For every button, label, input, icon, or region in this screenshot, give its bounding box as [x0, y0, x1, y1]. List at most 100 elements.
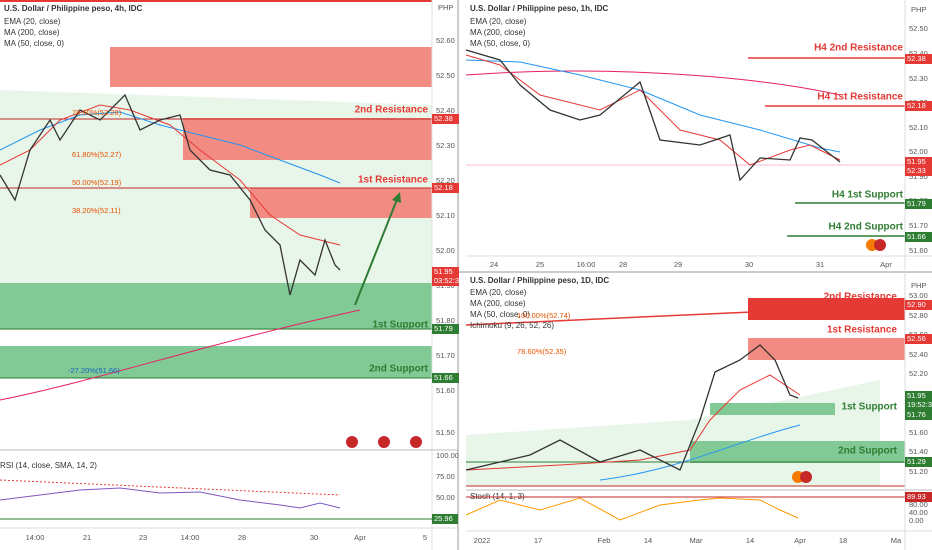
zone-label: H4 2nd Support: [829, 222, 904, 233]
time-axis-label: 14:00: [26, 533, 45, 542]
time-axis-label: 29: [674, 260, 682, 269]
fib-label: 78.60%(52.28): [72, 108, 122, 117]
indicator: MA (200, close): [470, 299, 526, 308]
price-axis-label: 53.00: [909, 291, 928, 300]
rsi-tag: [432, 514, 458, 524]
zone-label: 1st Support: [372, 320, 428, 331]
stoch-axis-label: 0.00: [909, 516, 924, 525]
ma50-line: [0, 111, 341, 184]
price-axis-label: 52.20: [909, 369, 928, 378]
price-tag: [905, 101, 932, 111]
price-axis-label: 52.20: [436, 176, 455, 185]
fib-label: 100.00%(52.74): [517, 311, 571, 320]
price-tag-label: 52.90: [907, 300, 926, 309]
time-axis-label: 28: [619, 260, 627, 269]
price-axis-label: 51.60: [909, 246, 928, 255]
price-tag-label: 51.79: [434, 324, 453, 333]
price-tag: [432, 183, 459, 193]
support-zone: [0, 346, 432, 378]
price-tag: [905, 457, 932, 467]
rsi-title: RSI (14, close, SMA, 14, 2): [0, 461, 97, 470]
price-axis-label: 52.50: [436, 71, 455, 80]
resistance-zone: [748, 338, 905, 360]
stoch-tag-label: 89.93: [907, 492, 926, 501]
price-tag: [905, 334, 932, 344]
price-line: [0, 93, 341, 296]
price-axis-label: 52.40: [909, 49, 928, 58]
trend-line: [465, 304, 906, 326]
bottom-right-panel: U.S. Dollar / Philippine peso, 1D, IDC E…: [465, 272, 932, 550]
time-axis-label: 18: [839, 536, 847, 545]
time-axis-label: 2022: [474, 536, 491, 545]
time-axis-label: 31: [816, 260, 824, 269]
resistance-zone: [250, 188, 432, 218]
zone-label: H4 1st Resistance: [817, 92, 903, 103]
time-axis-label: 16:00: [577, 260, 596, 269]
stoch-axis-label: 80.00: [909, 500, 928, 509]
ma50-line: [599, 424, 801, 481]
zone-label: 1st Resistance: [827, 325, 897, 336]
time-axis-label: 30: [745, 260, 753, 269]
price-tag: [905, 400, 932, 410]
price-tag: [905, 54, 932, 64]
fib-label: 38.20%(52.11): [72, 206, 121, 215]
price-tag: [905, 232, 932, 242]
rsi-axis-label: 100.00: [436, 451, 459, 460]
price-line: [465, 49, 841, 182]
price-tag-label: 52.38: [907, 54, 926, 63]
currency-label: PHP: [911, 5, 926, 14]
zone-label: 1st Resistance: [358, 175, 428, 186]
zone-label: H4 1st Support: [832, 190, 904, 201]
time-axis-label: 17: [534, 536, 542, 545]
indicator: EMA (20, close): [470, 288, 527, 297]
time-axis-label: Ma: [891, 536, 902, 545]
price-tag: [905, 391, 932, 401]
price-tag: [432, 114, 459, 124]
price-tag: [432, 373, 459, 383]
price-tag: [905, 300, 932, 310]
time-axis-label: 14: [644, 536, 652, 545]
price-tag-label: 52.56: [907, 334, 926, 343]
price-axis-label: 52.80: [909, 311, 928, 320]
price-axis-label: 52.10: [909, 123, 928, 132]
price-tag-label: 51.66: [907, 232, 926, 241]
time-axis-label: Mar: [690, 536, 703, 545]
indicator: MA (200, close): [470, 28, 526, 37]
price-axis-label: 51.80: [436, 316, 455, 325]
price-axis-label: 51.20: [909, 467, 928, 476]
time-axis-label: 14: [746, 536, 754, 545]
time-axis-label: 30: [310, 533, 318, 542]
price-tag-label: 51.29: [907, 457, 926, 466]
price-tag-label: 52.18: [434, 183, 453, 192]
price-tag-label: 52.18: [907, 101, 926, 110]
ma200-line: [465, 70, 841, 96]
price-axis-label: 51.50: [436, 428, 455, 437]
indicator: EMA (20, close): [4, 17, 61, 26]
time-axis-label: Feb: [598, 536, 611, 545]
arrow-head: [392, 192, 401, 203]
time-axis-label: 14:00: [181, 533, 200, 542]
rsi-trend: [0, 479, 341, 496]
zone-label: 1st Support: [841, 402, 897, 413]
price-axis-label: 51.60: [436, 386, 455, 395]
rsi-line: [0, 487, 341, 509]
price-axis-label: 52.40: [909, 350, 928, 359]
price-tag-label: 51.76: [907, 410, 926, 419]
time-axis-label: Apr: [880, 260, 892, 269]
rsi-axis-label: 75.00: [436, 472, 455, 481]
price-axis-label: 52.60: [436, 36, 455, 45]
price-tag: [432, 276, 459, 286]
rsi-tag-label: 25.96: [434, 514, 453, 523]
price-tag-label: 51.95: [907, 157, 926, 166]
fib-label: 50.00%(52.19): [72, 178, 122, 187]
price-axis-label: 52.00: [909, 147, 928, 156]
price-axis-label: 52.00: [436, 246, 455, 255]
zone-label: 2nd Support: [838, 446, 898, 457]
price-axis-label: 51.70: [909, 221, 928, 230]
price-axis-label: 52.30: [436, 141, 455, 150]
support-zone: [690, 441, 905, 463]
time-axis-label: 28: [238, 533, 246, 542]
price-line: [465, 344, 799, 471]
time-axis-label: 23: [139, 533, 147, 542]
ema-line: [0, 104, 341, 246]
